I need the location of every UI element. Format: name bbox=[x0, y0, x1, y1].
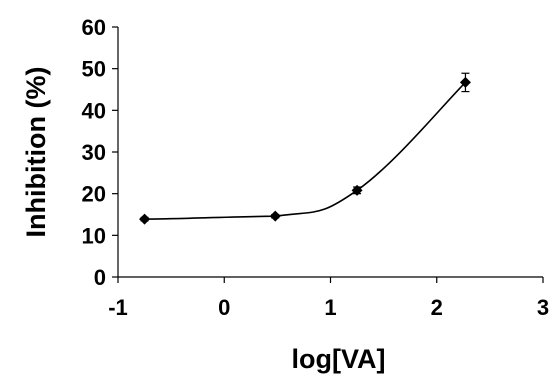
data-points bbox=[139, 72, 471, 225]
x-axis-ticks: -1 0 1 2 3 bbox=[108, 277, 549, 320]
x-tick-label: 0 bbox=[218, 295, 230, 320]
diamond-marker bbox=[351, 184, 363, 196]
y-tick-label: 30 bbox=[82, 140, 106, 165]
data-point bbox=[269, 210, 281, 222]
y-tick-label: 40 bbox=[82, 98, 106, 123]
data-point bbox=[459, 72, 471, 93]
data-point bbox=[351, 184, 363, 196]
x-tick-label: 2 bbox=[431, 295, 443, 320]
x-tick-label: 1 bbox=[324, 295, 336, 320]
fit-curve bbox=[144, 81, 467, 220]
y-tick-label: 10 bbox=[82, 223, 106, 248]
y-tick-label: 0 bbox=[94, 265, 106, 290]
y-tick-label: 60 bbox=[82, 15, 106, 40]
diamond-marker bbox=[459, 76, 471, 88]
data-point bbox=[139, 213, 151, 225]
diamond-marker bbox=[269, 210, 281, 222]
diamond-marker bbox=[139, 213, 151, 225]
y-tick-label: 20 bbox=[82, 182, 106, 207]
y-axis-title: Inhibition (%) bbox=[21, 67, 51, 238]
x-axis-title: log[VA] bbox=[292, 344, 386, 374]
y-tick-label: 50 bbox=[82, 57, 106, 82]
x-tick-label: 3 bbox=[537, 295, 549, 320]
x-tick-label: -1 bbox=[108, 295, 128, 320]
y-axis-ticks: 0 10 20 30 40 50 60 bbox=[82, 15, 118, 290]
